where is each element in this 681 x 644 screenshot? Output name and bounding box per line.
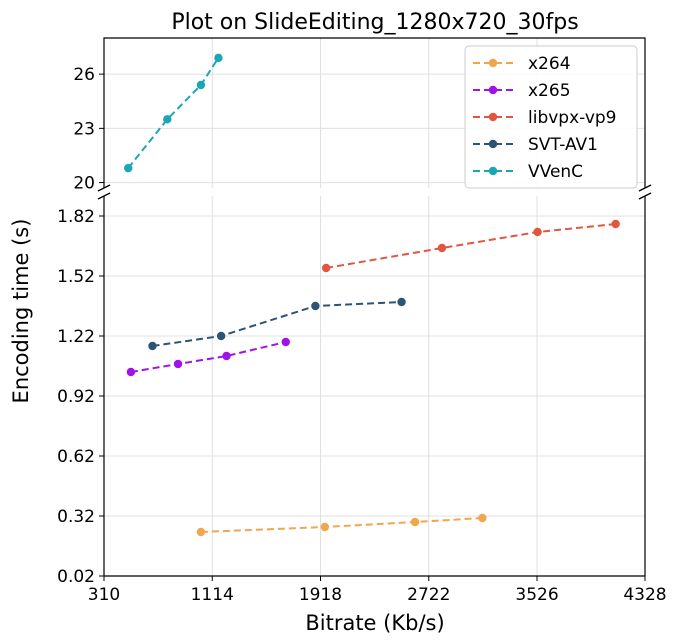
data-point — [163, 115, 172, 124]
data-point — [320, 522, 330, 532]
x-tick-label: 1114 — [191, 585, 234, 605]
data-point — [437, 243, 447, 253]
legend-marker — [488, 112, 498, 122]
upper-y-ticks: 20 23 26 — [73, 65, 104, 194]
data-point — [321, 263, 331, 273]
series-line — [127, 57, 220, 169]
y-tick-label: 0.62 — [57, 447, 95, 467]
x-tick-label: 1918 — [299, 585, 342, 605]
series-vvenc — [124, 53, 223, 173]
y-tick-label: 0.92 — [57, 387, 95, 407]
legend-label: VVenC — [528, 162, 583, 182]
x-tick-label: 3526 — [515, 585, 558, 605]
x-tick-label: 4328 — [623, 585, 666, 605]
legend-label: libvpx-vp9 — [528, 108, 617, 128]
data-point — [148, 341, 157, 351]
legend-entry: x265 — [473, 81, 571, 101]
data-point — [397, 297, 406, 307]
x-axis-label: Bitrate (Kb/s) — [305, 611, 444, 635]
legend-entry: VVenC — [473, 162, 583, 182]
series-line — [326, 223, 616, 269]
legend-label: SVT-AV1 — [528, 135, 598, 155]
data-point — [311, 301, 320, 311]
series-line — [130, 341, 287, 373]
y-tick-label: 23 — [73, 119, 95, 139]
data-point — [410, 517, 420, 527]
x-ticks: 310 1114 1918 2722 3526 4328 — [88, 576, 667, 605]
x-tick-label: 2722 — [407, 585, 450, 605]
break-mark — [97, 184, 111, 192]
series-line — [200, 517, 483, 533]
lower-panel-frame — [103, 196, 646, 577]
lower-panel-grid — [103, 196, 646, 577]
data-point — [611, 219, 620, 229]
series-svt-av1 — [148, 297, 406, 351]
y-axis-label: Encoding time (s) — [9, 219, 33, 404]
y-tick-label: 0.32 — [57, 507, 95, 527]
y-tick-label: 1.52 — [57, 267, 95, 287]
break-mark — [638, 184, 652, 192]
data-point — [173, 359, 183, 369]
data-point — [281, 337, 290, 347]
legend-marker — [488, 85, 498, 95]
axis-break-marks — [97, 184, 652, 200]
legend-label: x264 — [528, 54, 571, 74]
legend: x264 x265 libvpx-vp9 SVT-AV1 VVenC — [464, 45, 638, 189]
y-tick-label: 0.02 — [57, 567, 95, 587]
series-x265 — [126, 337, 290, 377]
data-point — [533, 227, 542, 237]
series-libvpx-vp9 — [321, 219, 620, 273]
lower-y-ticks: 0.02 0.32 0.62 0.92 1.22 1.52 1.82 — [57, 207, 104, 587]
chart-title: Plot on SlideEditing_1280x720_30fps — [171, 10, 578, 35]
legend-label: x265 — [528, 81, 571, 101]
legend-entry: x264 — [473, 54, 571, 74]
legend-marker — [488, 139, 498, 149]
legend-marker — [488, 58, 498, 68]
data-point — [124, 163, 133, 173]
data-point — [196, 527, 206, 537]
series-x264 — [196, 513, 487, 537]
upper-panel-frame — [103, 37, 646, 188]
y-tick-label: 26 — [73, 65, 95, 85]
legend-box — [464, 45, 638, 189]
break-mark — [97, 192, 111, 200]
y-tick-label: 1.82 — [57, 207, 95, 227]
break-mark — [638, 192, 652, 200]
series-layer — [124, 53, 620, 537]
legend-entry: libvpx-vp9 — [473, 108, 617, 128]
data-point — [126, 367, 136, 377]
series-line — [152, 301, 402, 347]
legend-marker — [488, 166, 498, 176]
y-tick-label: 20 — [73, 174, 95, 194]
y-tick-label: 1.22 — [57, 327, 95, 347]
x-tick-label: 310 — [88, 585, 120, 605]
data-point — [196, 80, 206, 90]
data-point — [214, 53, 223, 63]
axes-frame — [103, 37, 646, 577]
data-point — [222, 351, 231, 361]
data-point — [478, 513, 487, 523]
legend-entry: SVT-AV1 — [473, 135, 598, 155]
data-point — [216, 331, 226, 341]
